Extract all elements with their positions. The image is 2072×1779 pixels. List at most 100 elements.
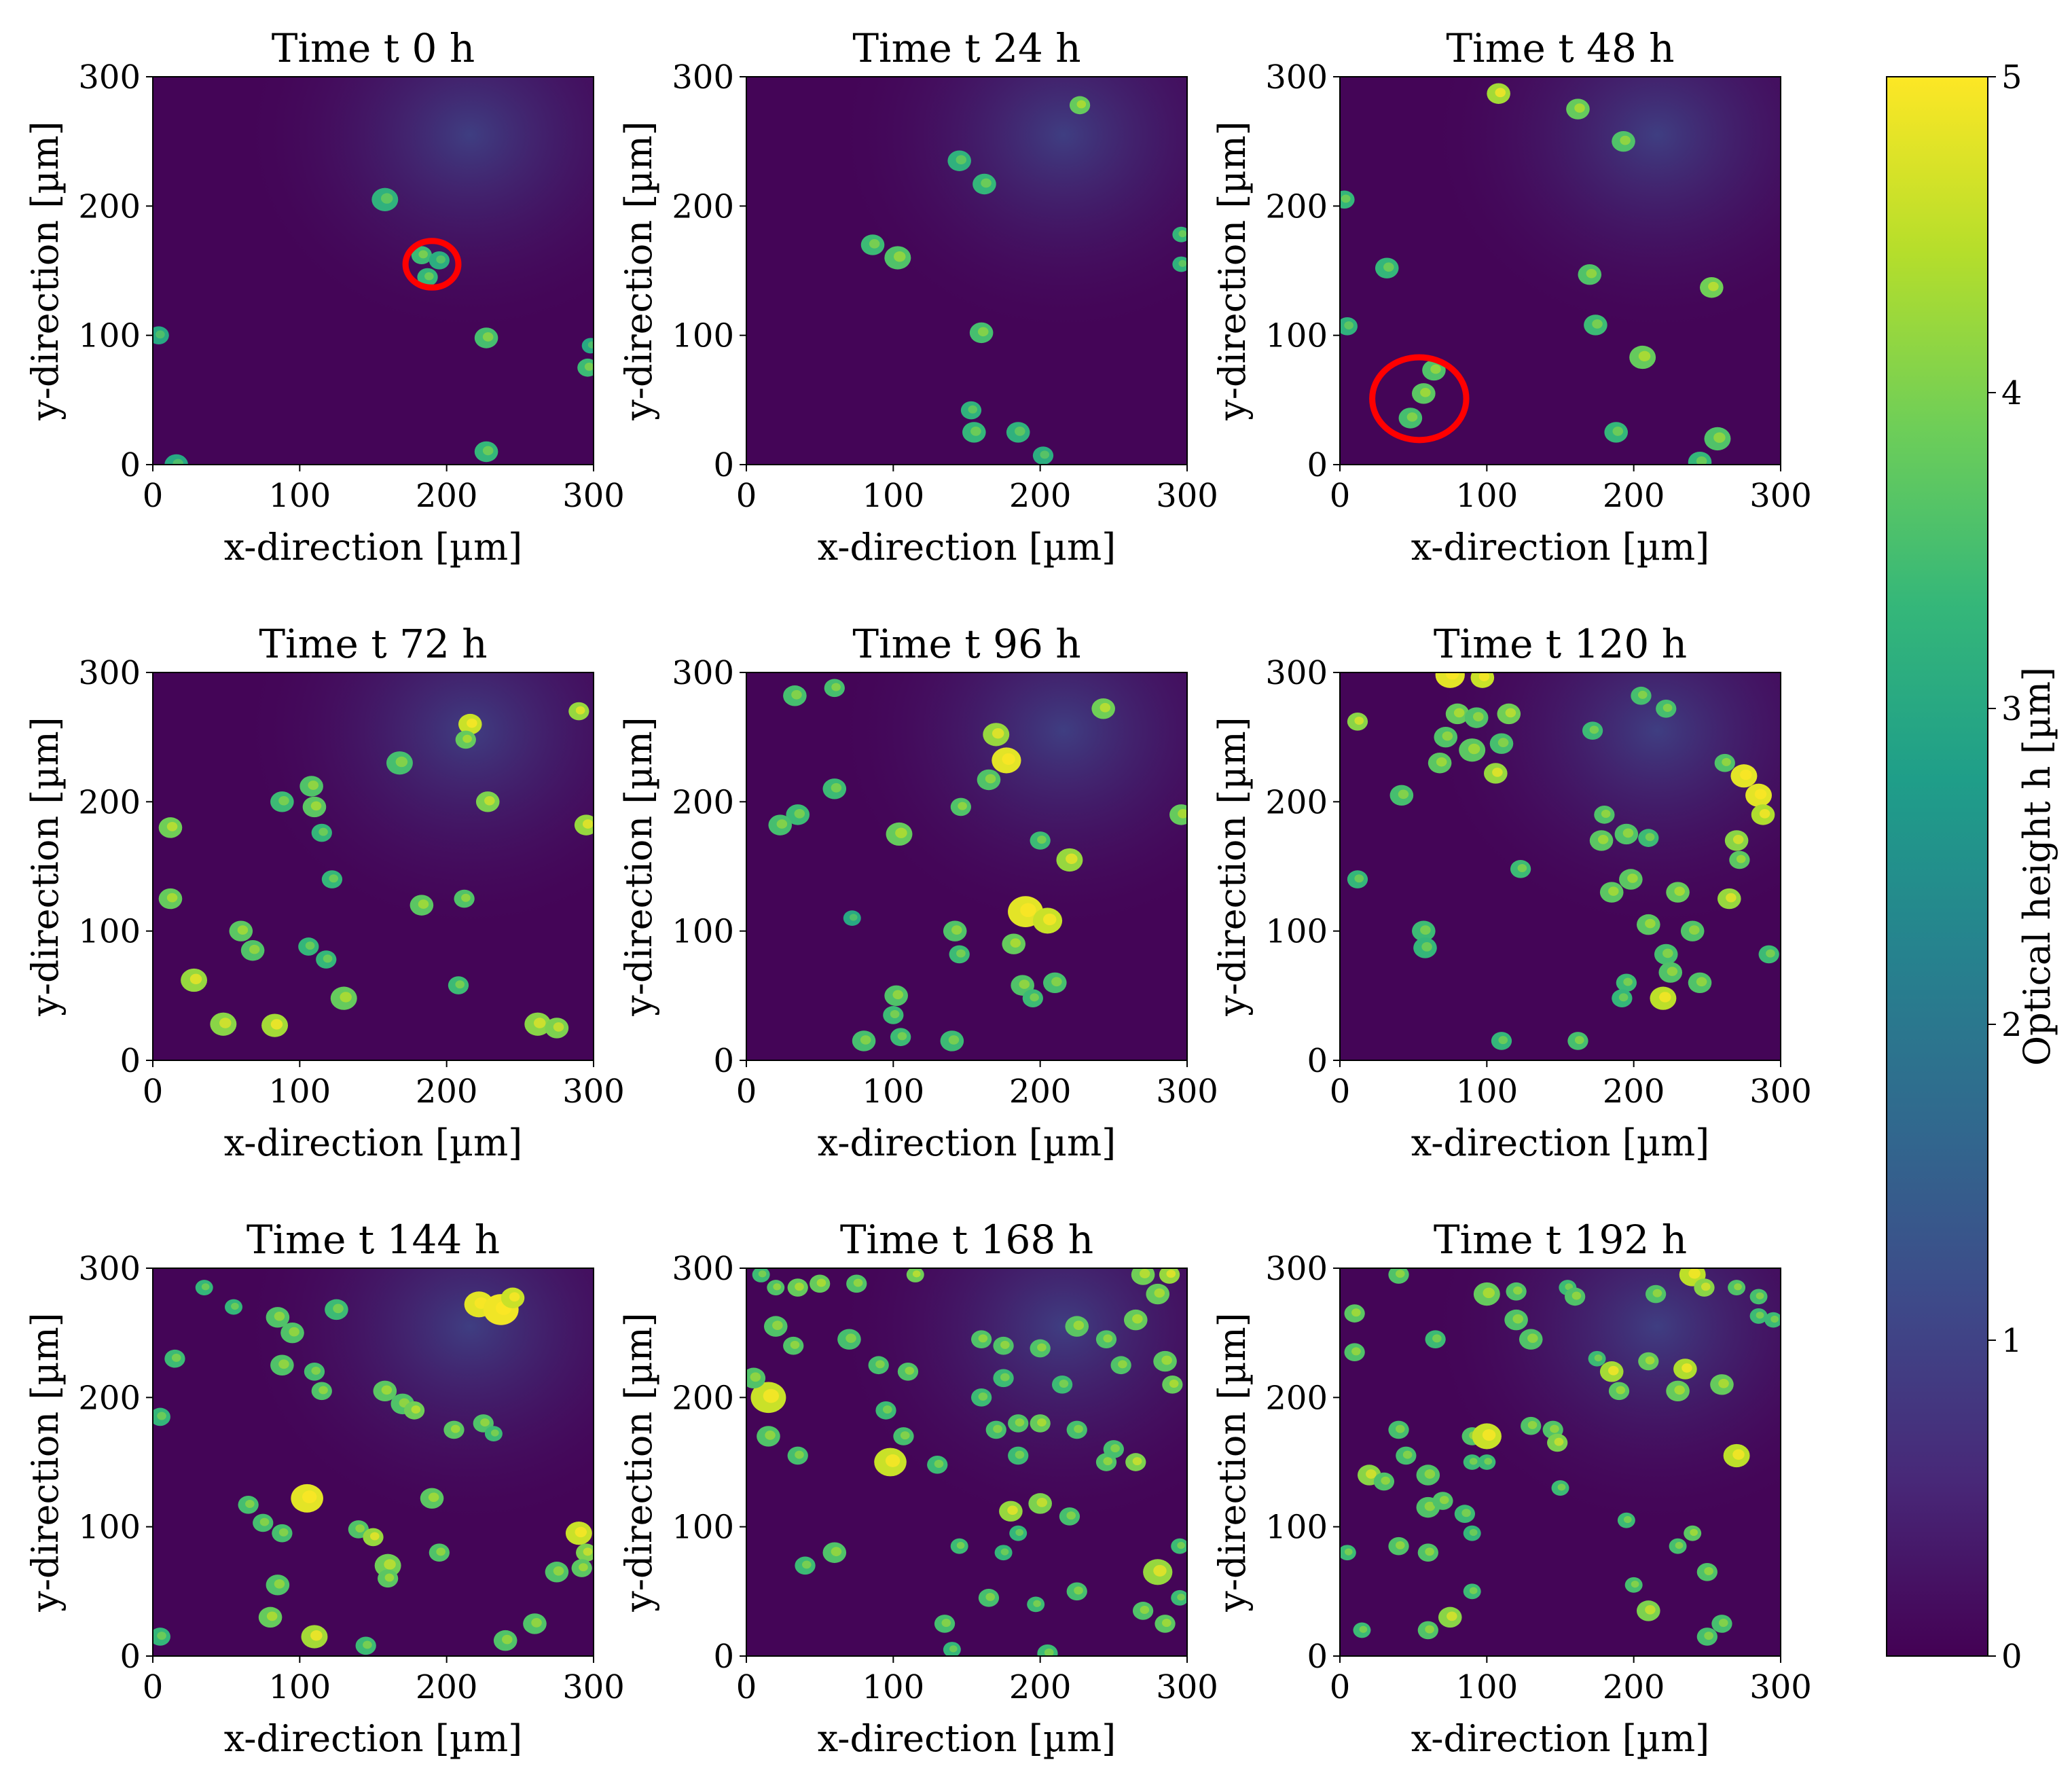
cell-core bbox=[355, 1524, 365, 1533]
y-tick-label: 0 bbox=[120, 446, 141, 484]
cell-core bbox=[531, 1618, 542, 1628]
cell-core bbox=[897, 1032, 907, 1041]
cell-core bbox=[1037, 835, 1047, 844]
cell-core bbox=[157, 1632, 166, 1640]
plot-frame bbox=[1339, 672, 1781, 1061]
cell-core bbox=[219, 1018, 232, 1028]
cell-core bbox=[1468, 743, 1480, 755]
colorbar: 0 1 2 3 4 5 Optical height h [µm] bbox=[1886, 58, 2058, 1676]
cell-core bbox=[480, 1418, 490, 1427]
cell-core bbox=[1469, 1458, 1478, 1465]
cell-core bbox=[369, 1532, 380, 1541]
cell-core bbox=[482, 446, 494, 456]
cell-core bbox=[981, 178, 992, 188]
cell-core bbox=[1020, 903, 1036, 918]
x-tick-label: 200 bbox=[1009, 1073, 1072, 1111]
cell-core bbox=[1736, 855, 1746, 863]
cell-core bbox=[791, 689, 802, 700]
cell-core bbox=[1645, 1605, 1656, 1615]
cell-core bbox=[1030, 993, 1039, 1002]
panel: Time t 96 h 0 100 200 300 0 100 200 300 x-directi… bbox=[617, 621, 1218, 1164]
x-tick-label: 0 bbox=[1330, 1668, 1351, 1706]
cell-core bbox=[1637, 690, 1648, 699]
cell-core bbox=[1354, 874, 1364, 883]
plot-frame bbox=[1339, 1268, 1781, 1657]
cell-core bbox=[1002, 753, 1015, 766]
x-tick-label: 300 bbox=[1156, 1073, 1218, 1111]
cell-core bbox=[270, 1019, 283, 1030]
cell-core bbox=[905, 1366, 915, 1375]
cell-core bbox=[1704, 1566, 1713, 1575]
cell-core bbox=[1612, 427, 1624, 436]
cell-core bbox=[583, 1547, 593, 1556]
cell-core bbox=[977, 327, 989, 337]
cell-core bbox=[1000, 1373, 1010, 1382]
cell-core bbox=[1166, 1270, 1176, 1278]
cell-core bbox=[310, 801, 322, 811]
y-tick-label: 200 bbox=[1265, 187, 1328, 226]
cell-core bbox=[1178, 808, 1187, 819]
cell-core bbox=[201, 1283, 210, 1291]
highlight-circle bbox=[1369, 354, 1470, 444]
cell-core bbox=[1406, 412, 1418, 422]
cell-core bbox=[970, 427, 981, 436]
y-tick-label: 100 bbox=[1265, 913, 1328, 951]
panel-title: Time t 168 h bbox=[840, 1217, 1093, 1263]
y-tick-label: 300 bbox=[672, 654, 734, 692]
x-tick-label: 0 bbox=[143, 1668, 164, 1706]
cell-core bbox=[1424, 1501, 1436, 1511]
cell-core bbox=[1425, 1625, 1434, 1634]
cell-core bbox=[912, 1270, 921, 1278]
heatmap-haze bbox=[746, 672, 1187, 1060]
cell-core bbox=[1000, 1340, 1010, 1349]
cell-core bbox=[951, 925, 962, 935]
cell-core bbox=[1033, 1600, 1041, 1607]
cell-core bbox=[259, 1517, 270, 1526]
cell-core bbox=[289, 1327, 299, 1337]
y-tick-label: 300 bbox=[78, 1250, 141, 1288]
x-tick-label: 300 bbox=[562, 477, 625, 515]
x-tick-label: 200 bbox=[1603, 477, 1665, 515]
cell-core bbox=[1645, 1356, 1655, 1365]
cell-core bbox=[949, 1645, 958, 1653]
cell-layer bbox=[1347, 672, 1779, 1050]
cell-core bbox=[533, 1018, 546, 1028]
cell-core bbox=[1674, 886, 1685, 896]
cell-core bbox=[1623, 1515, 1632, 1524]
cell-core bbox=[455, 980, 465, 989]
cell-core bbox=[1424, 1469, 1436, 1479]
cell-core bbox=[1623, 977, 1633, 986]
cell-core bbox=[1497, 738, 1509, 748]
cell-core bbox=[274, 1579, 285, 1589]
cell-core bbox=[1498, 1036, 1508, 1045]
x-tick-label: 200 bbox=[416, 477, 478, 515]
cell-layer bbox=[1340, 83, 1731, 465]
cell-core bbox=[1469, 1528, 1478, 1537]
cell-core bbox=[1344, 321, 1353, 330]
x-tick-label: 200 bbox=[1009, 1668, 1072, 1706]
cell-core bbox=[171, 1353, 181, 1362]
cell-core bbox=[1430, 364, 1441, 374]
x-tick-label: 100 bbox=[269, 1668, 331, 1706]
cell-core bbox=[1140, 1606, 1150, 1615]
cell-core bbox=[172, 459, 183, 465]
highlight-circle bbox=[402, 238, 462, 291]
cell-core bbox=[1659, 992, 1671, 1003]
cell-core bbox=[1722, 757, 1731, 766]
y-tick-label: 300 bbox=[1265, 58, 1328, 96]
cell-core bbox=[1484, 1458, 1493, 1465]
cell-core bbox=[1472, 712, 1484, 721]
cell-core bbox=[1059, 1379, 1069, 1388]
y-tick-label: 0 bbox=[713, 446, 734, 484]
heatmap-haze bbox=[1340, 1268, 1781, 1656]
cell-core bbox=[795, 1450, 804, 1459]
cell-core bbox=[1442, 731, 1453, 741]
cell-core bbox=[237, 925, 249, 935]
cell-core bbox=[436, 1547, 446, 1556]
cell-core bbox=[1074, 1586, 1083, 1595]
y-tick-label: 0 bbox=[1307, 1042, 1328, 1080]
cell-core bbox=[1042, 913, 1057, 926]
cell-core bbox=[1597, 835, 1609, 844]
cell-core bbox=[278, 1359, 289, 1369]
cell-core bbox=[1622, 828, 1634, 838]
